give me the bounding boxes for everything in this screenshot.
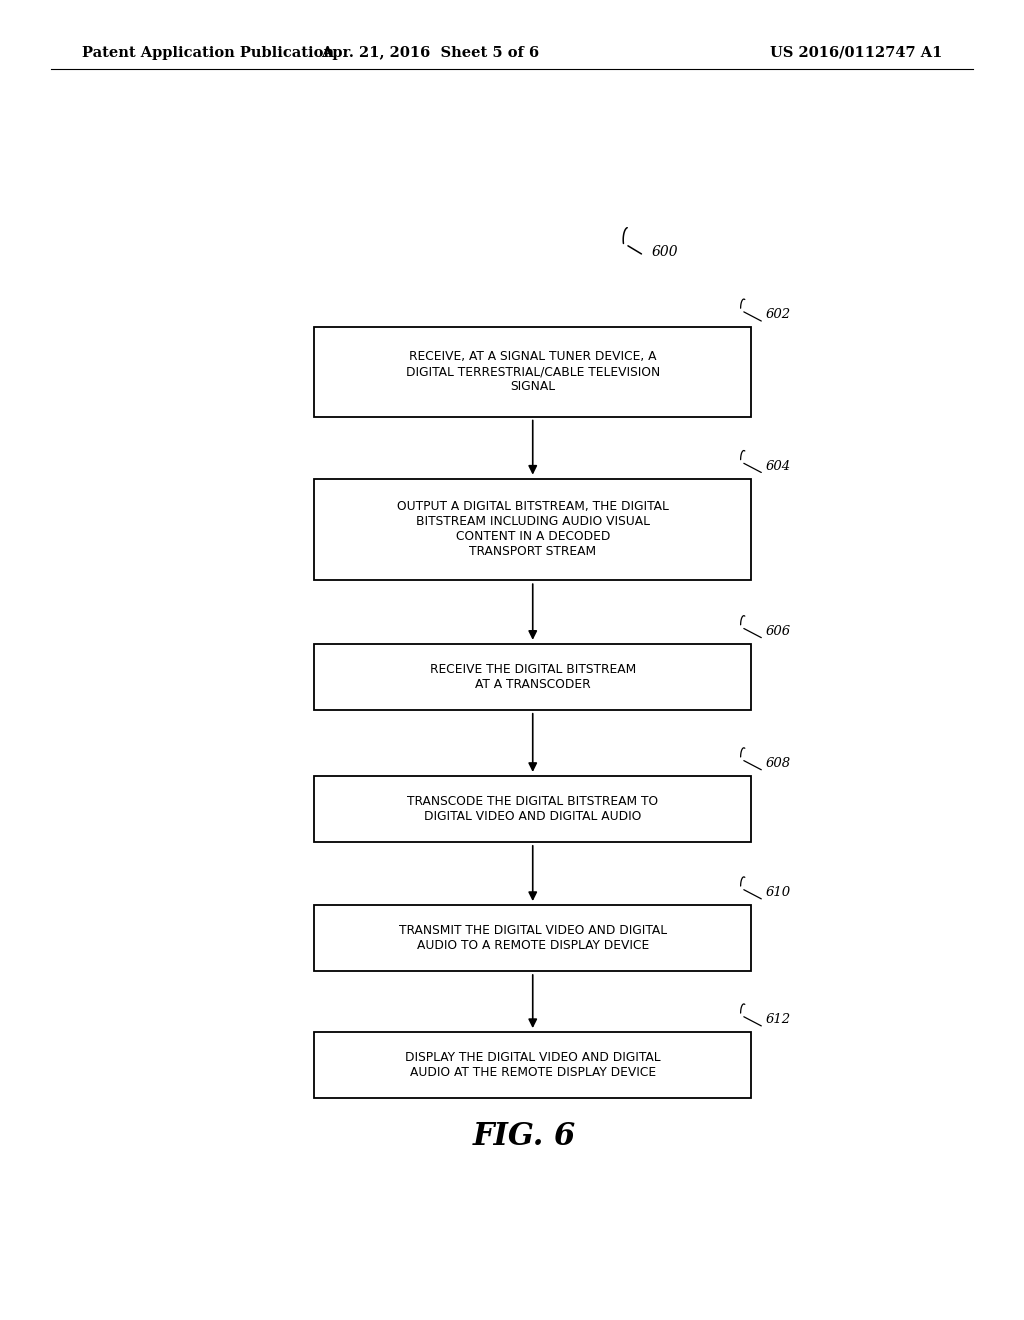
FancyBboxPatch shape [314,644,751,710]
Text: OUTPUT A DIGITAL BITSTREAM, THE DIGITAL
BITSTREAM INCLUDING AUDIO VISUAL
CONTENT: OUTPUT A DIGITAL BITSTREAM, THE DIGITAL … [396,500,669,558]
Text: RECEIVE THE DIGITAL BITSTREAM
AT A TRANSCODER: RECEIVE THE DIGITAL BITSTREAM AT A TRANS… [430,663,636,690]
Text: Patent Application Publication: Patent Application Publication [82,46,334,59]
Text: US 2016/0112747 A1: US 2016/0112747 A1 [770,46,942,59]
Text: 600: 600 [652,246,679,259]
FancyBboxPatch shape [314,479,751,581]
Text: TRANSCODE THE DIGITAL BITSTREAM TO
DIGITAL VIDEO AND DIGITAL AUDIO: TRANSCODE THE DIGITAL BITSTREAM TO DIGIT… [408,795,658,822]
Text: RECEIVE, AT A SIGNAL TUNER DEVICE, A
DIGITAL TERRESTRIAL/CABLE TELEVISION
SIGNAL: RECEIVE, AT A SIGNAL TUNER DEVICE, A DIG… [406,350,659,393]
Text: 612: 612 [765,1014,791,1026]
Text: 610: 610 [765,886,791,899]
Text: TRANSMIT THE DIGITAL VIDEO AND DIGITAL
AUDIO TO A REMOTE DISPLAY DEVICE: TRANSMIT THE DIGITAL VIDEO AND DIGITAL A… [398,924,667,952]
Text: 606: 606 [765,626,791,638]
Text: DISPLAY THE DIGITAL VIDEO AND DIGITAL
AUDIO AT THE REMOTE DISPLAY DEVICE: DISPLAY THE DIGITAL VIDEO AND DIGITAL AU… [404,1051,660,1078]
FancyBboxPatch shape [314,776,751,842]
Text: Apr. 21, 2016  Sheet 5 of 6: Apr. 21, 2016 Sheet 5 of 6 [321,46,540,59]
Text: 602: 602 [765,309,791,322]
Text: 608: 608 [765,758,791,770]
Text: FIG. 6: FIG. 6 [473,1121,577,1151]
FancyBboxPatch shape [314,906,751,972]
Text: 604: 604 [765,459,791,473]
FancyBboxPatch shape [314,327,751,417]
FancyBboxPatch shape [314,1032,751,1098]
